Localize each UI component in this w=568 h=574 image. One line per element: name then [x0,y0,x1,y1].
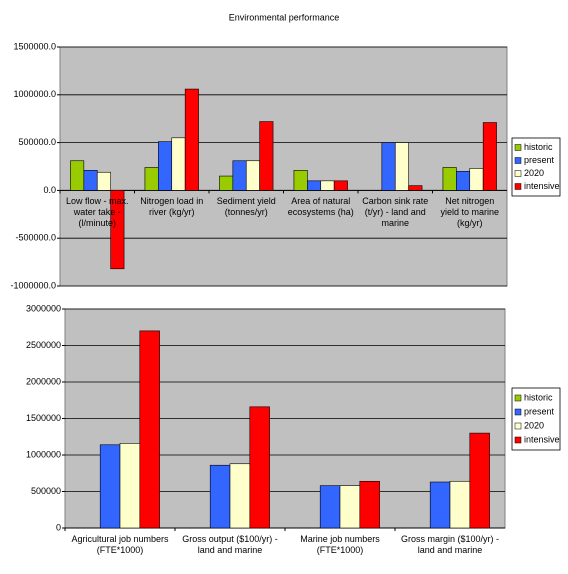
legend-label: historic [524,392,553,402]
bar [158,141,173,191]
y-tick-label: 3000000 [26,303,61,313]
y-tick-label: 1500000 [26,413,61,423]
bar [144,167,159,191]
bar [408,185,423,191]
bar [359,480,380,529]
legend-swatch [514,436,522,444]
bar [259,121,274,191]
bar [249,406,270,529]
y-tick-label: 1500000.0 [13,41,56,51]
bar [442,167,457,191]
bar [319,485,341,529]
y-tick-label: 0 [56,522,61,532]
legend-label: historic [524,142,553,152]
bar [469,168,484,191]
bar [70,160,85,191]
y-tick-label: 1000000.0 [13,89,56,99]
y-tick-label: 500000 [31,486,61,496]
y-tick-label: 500000.0 [18,137,56,147]
legend-swatch [514,157,522,164]
legend-swatch [514,394,522,402]
y-tick-label: -1000000.0 [10,280,56,290]
legend-label: 2020 [524,168,544,178]
bar [96,171,111,191]
bar [456,170,471,191]
x-tick-label: Net nitrogen yield to marine (kg/yr) [440,196,500,229]
y-tick-label: 1000000 [26,449,61,459]
bar [219,175,234,191]
bar [209,464,231,529]
legend-label: intensive [524,181,560,191]
x-tick-label: Nitrogen load in river (kg/yr) [140,196,204,218]
y-tick-label: 2000000 [26,376,61,386]
x-tick-label: Marine job numbers (FTE*1000) [300,534,380,555]
bar [184,88,199,191]
bar [394,142,409,191]
y-tick-label: 0.0 [43,185,56,195]
bar [449,480,471,529]
legend-swatch [514,408,522,416]
x-tick-label: Carbon sink rate (t/yr) - land and marin… [362,196,429,229]
bar [381,142,396,191]
bar [83,170,98,191]
plot-area [59,46,508,287]
bar [469,432,490,529]
legend-label: present [524,406,555,416]
bar [232,160,247,191]
bar [99,444,121,529]
bar [320,180,335,191]
bar [171,137,186,191]
legend-swatch [514,170,522,177]
bar [119,443,141,529]
legend-label: present [524,155,555,165]
bar [229,463,251,529]
legend-swatch [514,422,522,430]
x-tick-label: Agricultural job numbers (FTE*1000) [71,534,169,555]
y-tick-label: -500000.0 [15,233,56,243]
bar [139,330,160,529]
x-tick-label: Sediment yield (tonnes/yr) [216,196,276,218]
bar [333,180,348,191]
x-tick-label: Gross margin ($100/yr) - land and marine [400,534,500,555]
bar [307,180,322,191]
bar [245,160,260,191]
x-tick-label: Area of natural ecosystems (ha) [287,196,354,218]
legend-label: intensive [524,434,560,444]
bar [293,170,308,191]
chart-title: Environmental performance [229,12,340,22]
bar [482,122,497,191]
legend-swatch [514,183,522,190]
x-tick-label: Gross output ($100/yr) - land and marine [182,534,278,555]
y-tick-label: 2500000 [26,340,61,350]
bar [110,190,125,270]
bar [429,481,451,529]
legend-swatch [514,144,522,151]
legend-label: 2020 [524,420,544,430]
bar [339,485,361,529]
x-tick-label: Low flow - max. water take - (l/minute) [65,196,129,229]
